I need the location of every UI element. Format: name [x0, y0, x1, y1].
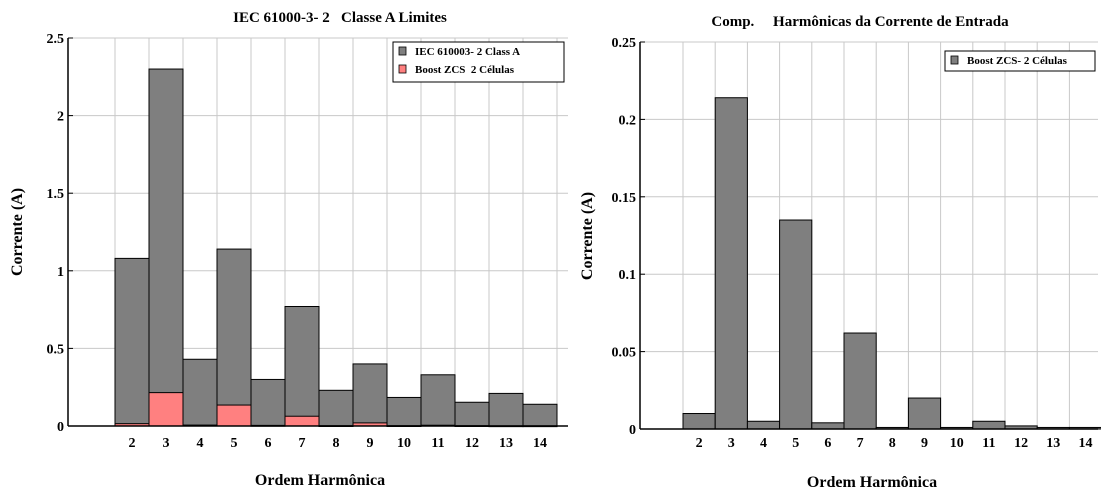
x-tick-label: 9	[921, 436, 928, 451]
x-tick-label: 4	[197, 436, 204, 451]
x-tick-label: 12	[1014, 436, 1028, 451]
bar-series1-6	[250, 378, 286, 427]
x-tick-label: 5	[231, 436, 238, 451]
x-tick-label: 6	[824, 436, 831, 451]
bar-series1-3	[148, 68, 184, 427]
bar-series2-3	[148, 392, 184, 427]
bar-series2-5	[216, 404, 252, 427]
legend-label-1: Boost ZCS- 2 Células	[967, 55, 1068, 67]
x-tick-label: 13	[499, 436, 513, 451]
x-tick-label: 12	[465, 436, 479, 451]
x-tick-label: 13	[1046, 436, 1060, 451]
y-tick-label: 0.1	[619, 268, 637, 283]
y-tick-label: 0.5	[47, 342, 65, 357]
legend-box	[944, 50, 1096, 72]
legend-swatch-1	[950, 55, 959, 65]
bar-series1-8	[318, 389, 354, 427]
y-tick-label: 0.2	[619, 113, 637, 128]
legend: Boost ZCS- 2 Células	[944, 50, 1096, 72]
bar-series1-11	[972, 420, 1006, 430]
bar-series1-9	[907, 397, 942, 430]
x-tick-label: 8	[889, 436, 896, 451]
legend-box	[392, 41, 565, 83]
bar-series2-7	[284, 415, 320, 427]
x-tick-label: 9	[367, 436, 374, 451]
y-tick-label: 0	[57, 420, 64, 435]
x-tick-label: 7	[299, 436, 306, 451]
x-axis-label: Ordem Harmônica	[807, 474, 937, 491]
bar-series1-2	[682, 413, 716, 430]
bar-series1-7	[843, 332, 877, 430]
y-tick-label: 1	[57, 265, 64, 280]
bar-series1-11	[420, 374, 456, 427]
x-tick-label: 10	[397, 436, 411, 451]
x-tick-label: 14	[1079, 436, 1093, 451]
x-tick-label: 14	[533, 436, 547, 451]
y-tick-label: 2.5	[47, 32, 65, 47]
chart-title: IEC 61000-3- 2 Classe A Limites	[233, 10, 447, 26]
x-tick-label: 5	[792, 436, 799, 451]
bar-series1-13	[488, 392, 524, 427]
chart-1: 0 0.5 1 1.5 2 2.5 2 3 4 5 6 7 8 9 10 11 12 13 14 IEC 61000-…	[9, 10, 568, 489]
bar-series1-5	[216, 248, 252, 427]
bar-series1-5	[779, 219, 813, 430]
x-tick-label: 7	[857, 436, 864, 451]
x-tick-label: 3	[728, 436, 735, 451]
y-tick-label: 0	[629, 423, 636, 438]
y-tick-label: 1.5	[47, 187, 65, 202]
x-tick-label: 2	[696, 436, 703, 451]
chart-title: Comp. Harmônicas da Corrente de Entrada	[711, 14, 1009, 30]
legend-swatch-1	[398, 46, 407, 56]
bar-series1-2	[114, 257, 150, 427]
legend-label-2: Boost ZCS 2 Células	[415, 64, 515, 76]
bar-series1-6	[811, 422, 845, 430]
chart-2: 0 0.05 0.1 0.15 0.2 0.25 2 3 4 5 6 7 8 9 10 11 12 13 14 Com…	[579, 14, 1101, 491]
y-tick-label: 0.15	[612, 191, 637, 206]
x-axis-label: Ordem Harmônica	[255, 472, 385, 489]
x-tick-label: 4	[760, 436, 767, 451]
x-tick-label: 10	[950, 436, 964, 451]
y-tick-label: 0.25	[612, 36, 637, 51]
x-tick-label: 8	[333, 436, 340, 451]
x-tick-label: 6	[265, 436, 272, 451]
bar-series1-10	[386, 396, 422, 427]
x-tick-label: 11	[982, 436, 995, 451]
bar-series1-9	[352, 363, 388, 427]
legend: IEC 610003- 2 Class A Boost ZCS 2 Células	[392, 41, 565, 83]
bar-series1-12	[454, 401, 490, 427]
y-axis-label: Corrente (A)	[579, 192, 596, 280]
bar-series1-4	[746, 420, 781, 430]
bar-series1-4	[182, 358, 218, 427]
legend-swatch-2	[398, 64, 407, 74]
y-tick-label: 2	[57, 110, 64, 125]
x-tick-label: 3	[163, 436, 170, 451]
bar-series1-7	[284, 305, 320, 427]
bar-series1-14	[522, 403, 558, 427]
x-tick-label: 2	[129, 436, 136, 451]
legend-label-1: IEC 610003- 2 Class A	[415, 46, 520, 58]
bar-series1-3	[714, 97, 748, 430]
x-tick-label: 11	[431, 436, 444, 451]
y-axis-label: Corrente (A)	[9, 188, 26, 276]
y-tick-label: 0.05	[612, 346, 637, 361]
